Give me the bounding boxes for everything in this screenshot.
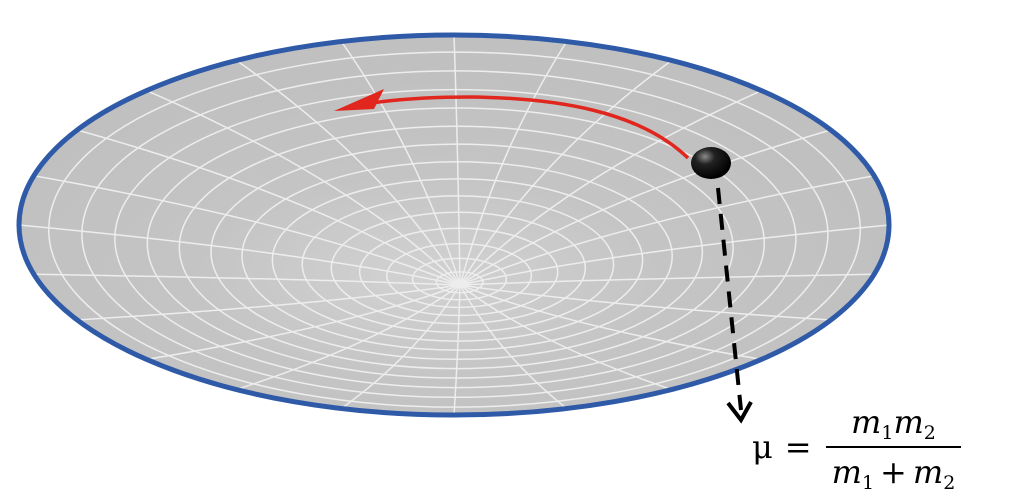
grid-spoke bbox=[340, 284, 461, 410]
orbiting-body bbox=[691, 147, 731, 179]
grid-spoke bbox=[33, 175, 461, 286]
fraction-denominator: m1 + m2 bbox=[826, 450, 962, 494]
grid-spoke bbox=[33, 273, 461, 286]
grid-spoke bbox=[453, 35, 461, 286]
equals-sign: = bbox=[784, 428, 812, 466]
grid-spoke bbox=[236, 284, 461, 391]
grid-spoke bbox=[459, 59, 672, 286]
mu-symbol: μ bbox=[752, 428, 773, 466]
dashed-pointer-line bbox=[716, 187, 743, 411]
grid-spoke bbox=[459, 129, 831, 286]
orbit-direction-arrow bbox=[334, 89, 690, 160]
grid-spoke bbox=[453, 284, 461, 415]
plus-sign: + bbox=[880, 453, 907, 491]
numerator-sub2: 2 bbox=[923, 422, 936, 444]
numerator-m1: m bbox=[851, 403, 882, 441]
grid-spoke bbox=[236, 59, 461, 286]
grid-spoke bbox=[19, 224, 461, 286]
pointer-arrowhead bbox=[726, 401, 753, 424]
grid-spoke bbox=[459, 89, 762, 286]
denominator-m1: m bbox=[831, 453, 862, 491]
surface-outline bbox=[16, 32, 892, 418]
grid-spoke bbox=[459, 224, 889, 286]
grid-spoke bbox=[459, 284, 762, 361]
grid-spoke bbox=[340, 41, 461, 286]
grid-spoke bbox=[459, 284, 831, 321]
warped-grid bbox=[19, 35, 889, 415]
grid-spoke bbox=[459, 284, 672, 391]
grid-spoke bbox=[459, 273, 875, 286]
gravity-well-surface bbox=[19, 35, 889, 415]
fraction-numerator: m1m2 bbox=[845, 400, 942, 444]
reduced-mass-formula: μ = m1m2 m1 + m2 bbox=[752, 393, 962, 501]
grid-spoke bbox=[459, 41, 568, 286]
grid-spoke bbox=[146, 89, 461, 286]
fraction: m1m2 m1 + m2 bbox=[825, 400, 962, 494]
denominator-sub1: 1 bbox=[861, 472, 875, 494]
numerator-m2: m bbox=[893, 403, 924, 441]
grid-spoke bbox=[77, 129, 461, 286]
numerator-sub1: 1 bbox=[881, 422, 894, 444]
denominator-m2: m bbox=[912, 453, 944, 491]
grid-spoke bbox=[77, 284, 461, 321]
grid-spoke bbox=[459, 284, 568, 410]
grid-spoke bbox=[459, 175, 875, 286]
grid-spoke bbox=[146, 284, 461, 361]
fraction-bar bbox=[825, 446, 962, 448]
denominator-sub2: 2 bbox=[943, 472, 956, 494]
